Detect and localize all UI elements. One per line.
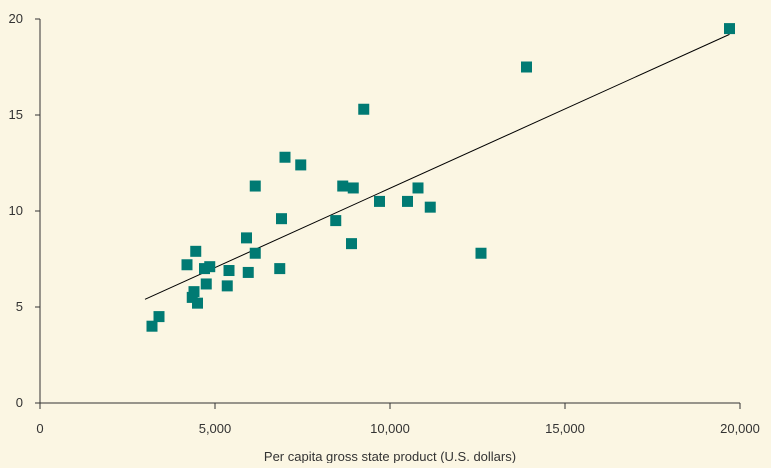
data-point xyxy=(521,61,532,73)
trend-line-group xyxy=(144,33,730,300)
data-point xyxy=(221,280,233,292)
data-point xyxy=(330,215,342,227)
data-point xyxy=(346,238,357,250)
data-point xyxy=(295,159,307,171)
data-point xyxy=(412,182,424,194)
data-point xyxy=(181,259,193,271)
data-point xyxy=(358,103,370,115)
data-point xyxy=(276,213,287,225)
data-point xyxy=(204,261,216,273)
data-point xyxy=(274,263,286,275)
data-point xyxy=(724,23,735,35)
data-point xyxy=(200,278,212,290)
x-tick-label: 5,000 xyxy=(199,421,232,436)
y-tick-label: 15 xyxy=(9,107,23,122)
y-tick-label: 5 xyxy=(16,299,23,314)
data-point xyxy=(347,182,359,194)
x-tick-label: 20,000 xyxy=(720,421,760,436)
y-tick-label: 10 xyxy=(9,203,23,218)
data-point xyxy=(402,195,413,207)
x-tick-label: 0 xyxy=(36,421,43,436)
x-tick-label: 10,000 xyxy=(370,421,410,436)
data-point xyxy=(279,151,291,163)
data-point xyxy=(374,195,385,207)
data-point xyxy=(146,320,158,332)
data-points xyxy=(146,23,735,332)
data-point xyxy=(249,247,261,259)
data-point xyxy=(337,180,349,192)
data-point xyxy=(186,291,198,303)
x-tick-label: 15,000 xyxy=(545,421,585,436)
data-point xyxy=(188,286,200,298)
data-point xyxy=(249,180,261,192)
data-point xyxy=(153,311,165,323)
data-point xyxy=(223,265,235,277)
x-axis-label: Per capita gross state product (U.S. dol… xyxy=(264,449,516,463)
data-point xyxy=(242,266,254,278)
data-point xyxy=(241,232,252,244)
data-point xyxy=(424,201,436,213)
data-point xyxy=(192,297,203,309)
axes: 0 5 10 15 20 0 5,000 10,000 15,000 20,000 xyxy=(9,11,760,436)
data-point xyxy=(190,245,202,257)
data-point xyxy=(475,247,487,259)
y-tick-label: 0 xyxy=(16,395,23,410)
y-tick-label: 20 xyxy=(9,11,23,26)
trend-line xyxy=(144,33,730,300)
